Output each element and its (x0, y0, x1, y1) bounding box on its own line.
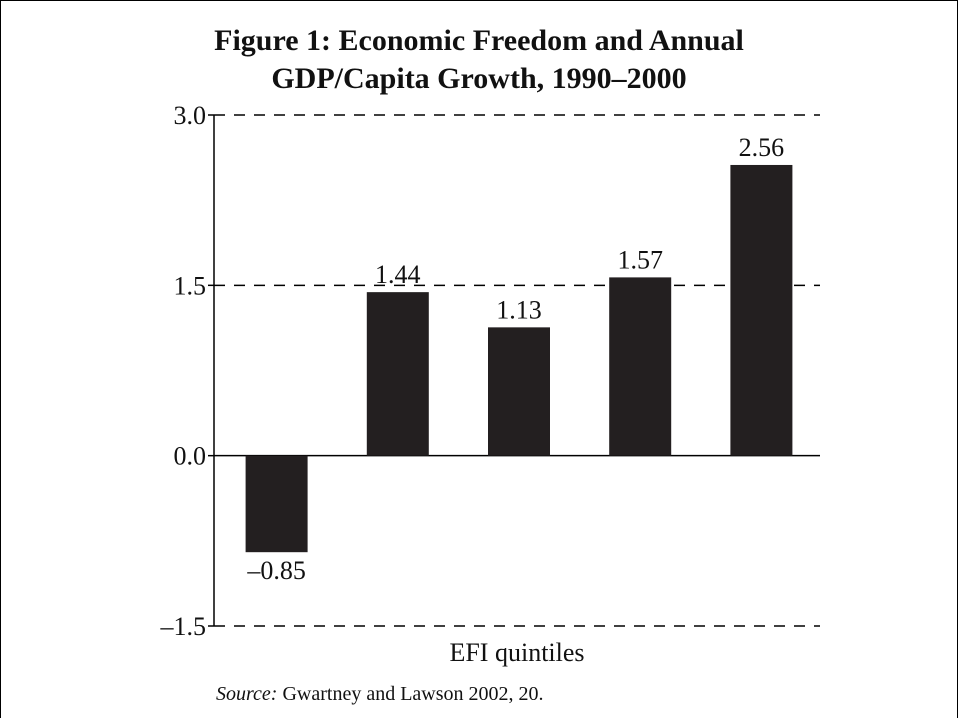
bar (488, 327, 550, 456)
y-tick-label: 1.5 (174, 271, 207, 300)
bars (245, 164, 793, 553)
source-text: Gwartney and Lawson 2002, 20. (277, 683, 544, 705)
y-tick-label: 3.0 (174, 101, 207, 130)
data-label: 1.57 (617, 245, 663, 274)
chart-title-line-1: Figure 1: Economic Freedom and Annual (214, 24, 744, 57)
data-label: –0.85 (246, 556, 306, 585)
source-note: Source: Gwartney and Lawson 2002, 20. (216, 683, 544, 706)
chart-title-line-2: GDP/Capita Growth, 1990–2000 (271, 62, 687, 95)
data-label: 1.44 (375, 260, 421, 289)
x-axis-label: EFI quintiles (449, 638, 585, 667)
bar (366, 292, 429, 456)
source-head: Source: (216, 683, 278, 705)
y-tick-label: –1.5 (160, 612, 207, 641)
y-tick-label: 0.0 (174, 442, 207, 471)
bar (730, 164, 793, 456)
data-label: 1.13 (496, 295, 542, 324)
data-labels: –0.85 1.44 1.13 1.57 2.56 (246, 133, 784, 585)
grid-lines (214, 114, 820, 627)
chart-title: Figure 1: Economic Freedom and Annual GD… (0, 22, 958, 98)
data-label: 2.56 (739, 133, 785, 162)
y-tick-labels: 3.0 1.5 0.0 –1.5 (160, 101, 207, 641)
bar (609, 277, 672, 456)
bar (245, 455, 308, 553)
